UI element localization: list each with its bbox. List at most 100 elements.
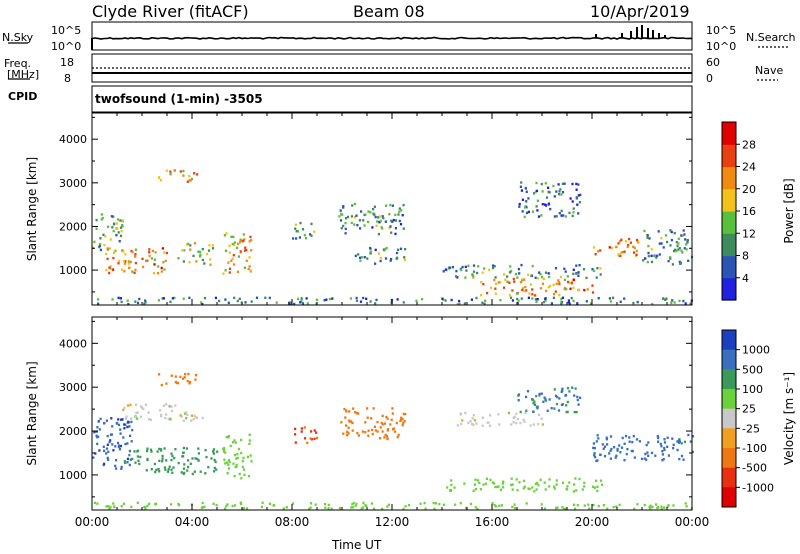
echo-cell [535,205,538,208]
echo-cell [323,299,326,302]
echo-cell [185,417,188,420]
echo-cell [196,457,199,461]
echo-cell [537,413,540,417]
echo-cell [344,416,347,419]
echo-cell [224,507,227,510]
echo-cell [120,505,123,508]
echo-cell [137,459,140,462]
echo-cell [327,507,330,510]
echo-cell [122,502,125,505]
echo-cell [666,505,669,508]
echo-cell [593,454,596,457]
echo-cell [678,260,681,264]
echo-cell [599,273,602,276]
echo-cell [399,223,403,226]
echo-cell [472,414,475,417]
echo-cell [182,419,185,422]
echo-cell [379,256,382,260]
echo-cell [515,292,519,295]
echo-cell [683,233,686,236]
echo-cell [122,250,125,253]
echo-cell [583,481,586,485]
echo-cell [555,479,558,482]
echo-cell [522,487,525,490]
echo-cell [376,216,380,219]
echo-cell [575,410,578,414]
echo-cell [171,297,174,300]
echo-cell [136,301,140,305]
echo-cell [239,250,242,253]
echo-cell [176,381,179,385]
echo-cell [596,485,599,488]
echo-cell [174,375,177,378]
echo-cell [390,258,393,261]
echo-cell [203,296,207,300]
echo-cell [540,275,544,279]
echo-cell [164,468,167,471]
echo-cell [150,468,153,471]
echo-cell [647,254,650,258]
echo-cell [527,487,530,490]
echo-cell [236,299,239,303]
echo-cell [676,440,679,443]
echo-cell [471,417,474,420]
echo-cell [182,377,185,380]
echo-cell [126,425,129,429]
echo-cell [295,237,298,240]
echo-cell [379,219,382,223]
echo-cell [502,480,505,483]
echo-cell [92,456,95,459]
echo-cell [144,505,147,509]
echo-cell [389,259,392,262]
echo-cell [438,502,441,506]
echo-cell [268,502,271,505]
echo-cell [577,288,581,292]
echo-cell [530,274,533,278]
echo-cell [527,296,530,299]
echo-cell [667,259,670,263]
echo-cell [526,390,530,393]
echo-cell [488,268,491,271]
echo-cell [398,219,401,223]
echo-cell [475,422,478,425]
echo-cell [203,505,206,508]
echo-cell [536,277,539,280]
echo-cell [164,417,167,420]
echo-cell [563,182,566,185]
echo-cell [481,271,484,274]
echo-cell [518,272,521,275]
echo-cell [238,297,241,300]
echo-cell [384,257,388,260]
beam-title: Beam 08 [353,2,425,21]
echo-cell [105,505,108,508]
echo-cell [518,202,521,206]
echo-cell [602,447,605,450]
echo-cell [553,388,556,391]
echo-cell [459,502,462,505]
echo-cell [108,440,111,444]
colorbar-segment [722,144,736,168]
echo-cell [233,439,236,442]
echo-cell [135,411,138,415]
echo-cell [421,298,424,301]
echo-cell [291,502,295,505]
echo-cell [190,177,193,181]
echo-cell [201,416,204,420]
echo-cell [131,270,134,273]
nsky-panel-frame [91,21,693,51]
echo-cell [541,190,544,193]
echo-cell [459,412,463,415]
echo-cell [545,289,548,293]
y-axis-label: Slant Range [km] [25,361,39,465]
echo-cell [148,254,151,258]
echo-cell [349,297,352,300]
echo-cell [107,225,110,228]
echo-cell [509,296,513,299]
echo-cell [516,297,519,301]
echo-cell [186,413,189,417]
echo-cell [238,472,241,476]
echo-cell [309,506,312,509]
echo-cell [469,420,472,423]
echo-cell [380,421,383,425]
echo-cell [394,232,397,236]
